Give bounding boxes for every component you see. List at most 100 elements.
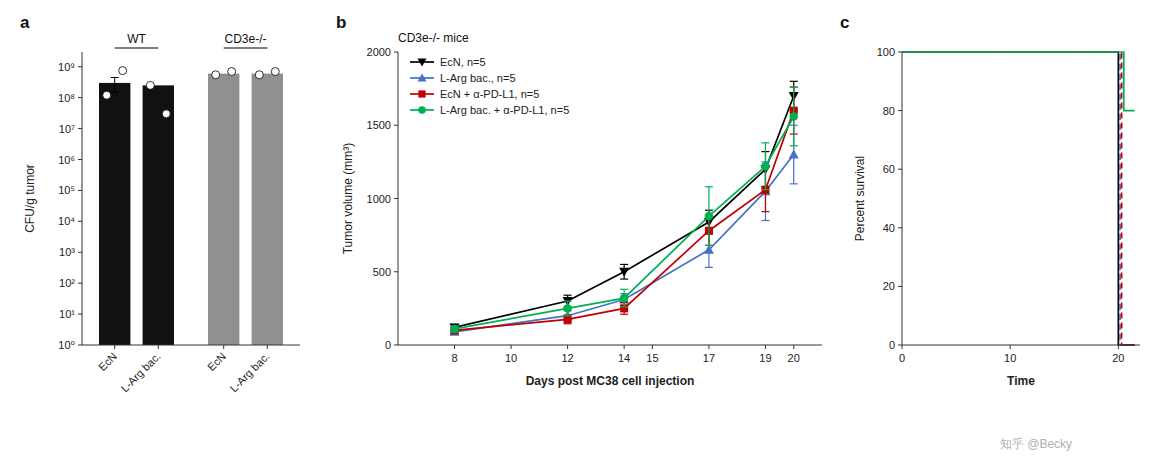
x-tick-label: EcN [96,350,119,373]
data-point [119,67,127,75]
bar [143,85,174,345]
annotation: 知乎 @Becky [1000,437,1072,451]
y-axis-label: CFU/g tumor [23,164,37,233]
bracket-line [224,47,268,48]
line [902,52,1135,345]
error-bar-cap [761,211,769,212]
series [450,125,799,336]
data-point [146,81,154,89]
x-tick-label: 10 [505,352,517,364]
error-bar [761,143,769,190]
y-tick [78,97,82,98]
line [902,52,1135,345]
x-tick-label: L-Arg bac. [227,350,271,394]
y-tick-label: 0 [385,339,391,351]
data-point [212,71,220,79]
line [902,52,1135,345]
x-tick [511,345,512,349]
plot-area [99,67,283,345]
data-point [619,268,629,277]
y-tick-label: 10⁰ [58,339,75,351]
legend-marker [418,90,425,97]
data-point [450,325,459,334]
x-tick [652,345,653,349]
y-tick [78,221,82,222]
error-bar-cap [564,295,572,296]
error-bar [620,264,628,279]
data-point [228,68,236,76]
y-tick-label: 10² [59,277,75,289]
y-axis-line [902,52,903,345]
x-axis-line [902,345,1140,346]
y-tick [394,271,398,272]
data-point [619,295,629,304]
legend-label: EcN + α-PD-L1, n=5 [440,88,539,100]
error-bar-cap [705,186,713,187]
x-axis-line [398,345,822,346]
y-tick [394,52,398,53]
error-bar-cap [111,77,119,78]
x-tick [793,345,794,349]
x-axis: 01020Time [899,345,1140,388]
data-point [271,68,279,76]
error-bar-cap [790,81,798,82]
y-tick [898,286,902,287]
panel-label: a [20,13,30,32]
x-tick-label: EcN [205,350,228,373]
x-tick [624,345,625,349]
error-bar-cap [761,220,769,221]
data-point [255,71,263,79]
error-bar [564,315,572,324]
series [450,87,798,333]
error-bar-cap [564,300,572,301]
x-tick [114,345,115,349]
y-tick [394,125,398,126]
y-tick [898,52,902,53]
legend: EcN, n=5L-Arg bac., n=5EcN + α-PD-L1, n=… [410,56,569,116]
x-tick-label: 12 [561,352,573,364]
legend-marker [418,74,427,82]
data-point [620,294,629,303]
legend-label: EcN, n=5 [440,56,486,68]
error-bar-cap [705,245,713,246]
data-point [789,112,798,121]
x-tick [902,345,903,349]
x-tick-label: 8 [451,352,457,364]
y-axis-label: Percent survival [853,156,867,241]
panel-label: b [336,13,346,32]
plot-area [902,52,1135,345]
error-bar-cap [790,87,798,88]
error-bar-cap [620,289,628,290]
y-tick-label: 500 [373,266,391,278]
error-bar-cap [761,189,769,190]
y-tick-label: 10⁵ [58,184,75,196]
line [902,52,1135,111]
error-bar-cap [705,267,713,268]
error-bar [790,87,798,146]
series [451,87,798,334]
error-bar-cap [620,314,628,315]
error-bar [111,77,119,92]
group-bracket: WT [115,32,159,48]
y-axis: 020406080100Percent survival [853,46,902,351]
y-tick [78,128,82,129]
y-tick-label: 1000 [367,193,391,205]
data-point [450,323,460,332]
x-tick-label: 20 [788,352,800,364]
group-label: CD3e-/- [224,32,266,46]
error-bar-cap [620,278,628,279]
line [455,96,794,327]
y-tick [394,345,398,346]
y-tick-label: 10¹ [59,308,75,320]
x-tick-label: 15 [646,352,658,364]
x-tick-label: 20 [1112,352,1124,364]
y-tick-label: 10⁷ [59,123,75,135]
panel-label: c [840,13,849,32]
series [450,81,799,332]
y-tick-label: 80 [883,105,895,117]
data-point [103,91,111,99]
error-bar-cap [790,145,798,146]
legend-marker [418,58,427,66]
error-bar-cap [111,92,119,93]
data-point [162,110,170,118]
